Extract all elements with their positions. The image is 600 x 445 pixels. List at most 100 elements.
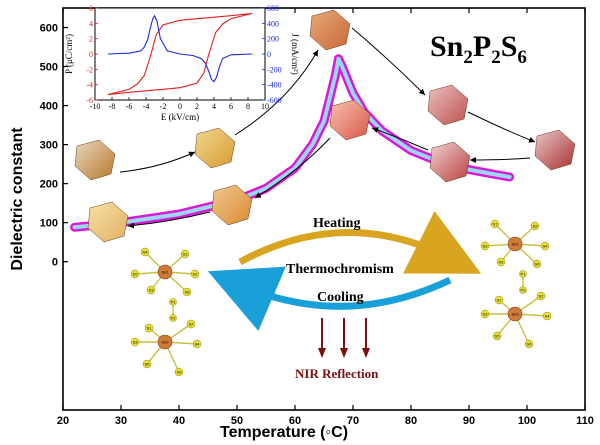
plot-frame bbox=[62, 7, 586, 411]
crystal-arrow bbox=[351, 27, 426, 96]
sulfur-atom-label: S3 bbox=[133, 340, 139, 345]
inset-yright-title: J (mA/cm²) bbox=[290, 33, 300, 74]
inset-yleft-tick-label: 0 bbox=[89, 50, 93, 59]
sulfur-atom bbox=[192, 339, 202, 349]
inset-x-tick-label: 10 bbox=[261, 102, 269, 111]
tin-atom-label: Sn1 bbox=[161, 270, 169, 275]
crystal-photo-9 bbox=[87, 201, 129, 243]
y-tick-label: 600 bbox=[40, 23, 58, 35]
inset-yright-tick-label: 200 bbox=[267, 35, 279, 44]
inset-yleft-tick-label: 6 bbox=[89, 4, 93, 13]
x-tick-label: 100 bbox=[518, 415, 536, 427]
inset-chart: -10 -8 -6 -4 -2 0 2 4 6 8 10 -6 -4 -2 0 2 4 6 -600 -400 -200… bbox=[64, 4, 300, 122]
y-axis-title: Dielectric constant bbox=[9, 127, 26, 271]
sulfur-atom bbox=[480, 241, 490, 251]
sulfur-atom bbox=[532, 259, 542, 269]
sulfur-atom bbox=[480, 309, 490, 319]
cooling-label: Cooling bbox=[317, 290, 364, 305]
sulfur-atom bbox=[142, 359, 152, 369]
sulfur-atom bbox=[140, 247, 150, 257]
x-tick-label: 60 bbox=[289, 415, 301, 427]
sulfur-atom bbox=[190, 269, 200, 279]
sulfur-atom bbox=[186, 319, 196, 329]
phosphorus-atom-label: P2 bbox=[171, 316, 177, 321]
crystal-photo-3 bbox=[309, 9, 351, 51]
tin-atom bbox=[157, 334, 173, 350]
crystal-arrow bbox=[127, 211, 211, 229]
sulfur-atom-label: S6 bbox=[535, 262, 541, 267]
x-axis-title: Temperature (◦C) bbox=[220, 424, 349, 441]
sulfur-atom bbox=[540, 241, 550, 251]
inset-yleft-tick-label: -6 bbox=[86, 96, 93, 105]
sulfur-atom bbox=[490, 219, 500, 229]
inset-x-tick-label: -2 bbox=[160, 102, 167, 111]
crystal-arrow bbox=[119, 151, 196, 173]
formula-p-sub: 2 bbox=[491, 47, 501, 68]
x-tick-label: 20 bbox=[57, 415, 69, 427]
tin-atom-label: Sn1 bbox=[511, 242, 519, 247]
inset-x-tick-label: -4 bbox=[143, 102, 150, 111]
nir-arrowhead bbox=[340, 348, 348, 358]
nir-arrowhead bbox=[362, 348, 370, 358]
sulfur-atom-label: S1 bbox=[497, 298, 503, 303]
inset-x-tick-label: 4 bbox=[212, 102, 216, 111]
crystal-photo-7 bbox=[329, 99, 371, 141]
sulfur-atom bbox=[542, 311, 552, 321]
formula-s-sub: 6 bbox=[517, 47, 527, 68]
sulfur-atom bbox=[174, 367, 184, 377]
sulfur-atom bbox=[130, 269, 140, 279]
inset-yright-tick-label: -200 bbox=[267, 65, 282, 74]
x-tick-label: 110 bbox=[576, 415, 594, 427]
sulfur-atom bbox=[536, 291, 546, 301]
inset-yright-tick-label: 400 bbox=[267, 19, 279, 28]
x-tick-label: 80 bbox=[405, 415, 417, 427]
crystal-photo-8 bbox=[211, 184, 253, 226]
crystal-arrow bbox=[234, 49, 319, 136]
tin-atom bbox=[507, 236, 523, 252]
sulfur-atom-label: S4 bbox=[143, 250, 149, 255]
nir-arrowhead bbox=[318, 348, 326, 358]
sulfur-atom-label: S2 bbox=[189, 322, 195, 327]
inset-x-tick-label: 2 bbox=[195, 102, 199, 111]
molecule-structure-left: S4 S1 S5 S2 S3 S6 S1 S2 S3 S4 S5 S6 P1 P2 Sn1 Sn2 bbox=[130, 247, 202, 377]
crystal-arrow bbox=[469, 156, 531, 163]
y-tick-label: 400 bbox=[40, 101, 58, 113]
sulfur-atom-label: S2 bbox=[539, 294, 545, 299]
y-tick-label: 500 bbox=[40, 62, 58, 74]
thermochromism-label: Thermochromism bbox=[286, 262, 394, 277]
sulfur-atom-label: S1 bbox=[183, 252, 189, 257]
crystal-photo-6 bbox=[429, 141, 471, 183]
inset-x-tick-label: 0 bbox=[178, 102, 182, 111]
x-tick-label: 70 bbox=[347, 415, 359, 427]
sulfur-atom bbox=[182, 287, 192, 297]
crystal-arrow bbox=[254, 137, 331, 199]
crystal-photo-1 bbox=[74, 139, 116, 181]
x-tick-label: 30 bbox=[115, 415, 127, 427]
inset-yright-tick-label: -400 bbox=[267, 81, 282, 90]
inset-yright-tick-label: 600 bbox=[267, 4, 279, 13]
inset-yleft-tick-label: 2 bbox=[89, 35, 93, 44]
crystal-photo-4 bbox=[427, 84, 469, 126]
x-tick-label: 40 bbox=[173, 415, 185, 427]
heating-label: Heating bbox=[313, 216, 361, 231]
sulfur-atom-label: S4 bbox=[195, 342, 201, 347]
inset-x-tick-label: -10 bbox=[90, 102, 101, 111]
sulfur-atom-label: S5 bbox=[133, 272, 139, 277]
sulfur-atom bbox=[146, 285, 156, 295]
sulfur-atom bbox=[530, 221, 540, 231]
sulfur-atom bbox=[494, 295, 504, 305]
sulfur-atom bbox=[496, 257, 506, 267]
y-tick-label: 100 bbox=[40, 218, 58, 230]
sulfur-atom-label: S3 bbox=[483, 312, 489, 317]
crystal-photo-2 bbox=[194, 127, 236, 169]
crystal-arrow bbox=[467, 111, 536, 143]
sulfur-atom bbox=[524, 339, 534, 349]
inset-pe-loop bbox=[107, 12, 253, 96]
phosphorus-atom bbox=[169, 298, 177, 306]
sulfur-atom bbox=[180, 249, 190, 259]
sulfur-atom bbox=[130, 337, 140, 347]
y-tick-label: 200 bbox=[40, 179, 58, 191]
sulfur-atom-label: S4 bbox=[543, 244, 549, 249]
sulfur-atom-label: S5 bbox=[499, 260, 505, 265]
